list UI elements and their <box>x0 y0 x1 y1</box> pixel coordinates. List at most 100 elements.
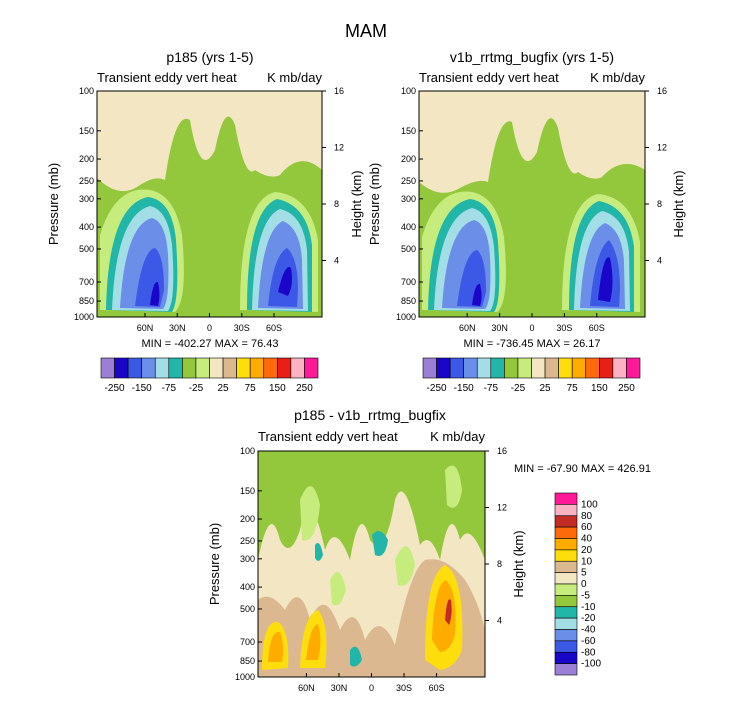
colorbar-label: -20 <box>581 613 596 624</box>
x-tick-label: 60S <box>266 323 282 333</box>
y2-ticks: 16 12 8 4 <box>645 86 667 266</box>
stats-text: MIN = -736.45 MAX = 26.17 <box>464 338 601 350</box>
colorbar-box <box>554 617 578 630</box>
colorbar-box <box>554 651 578 664</box>
colorbar-label: 0 <box>581 579 587 590</box>
colorbar-box <box>209 357 224 379</box>
stats-text: MIN = -402.27 MAX = 76.43 <box>142 338 279 350</box>
panel-right: v1b_rrtmg_bugfix (yrs 1-5) Transient edd… <box>367 49 686 394</box>
y2-tick-label: 8 <box>657 199 662 209</box>
colorbar-label: 10 <box>581 556 593 567</box>
panel-subtitle-right: K mb/day <box>430 429 485 444</box>
y-tick-label: 100 <box>240 446 255 456</box>
colorbar-label: 25 <box>540 383 552 394</box>
x-ticks: 60N 30N 0 30S 60S <box>137 313 282 333</box>
colorbar-box <box>626 357 641 379</box>
y-tick-label: 850 <box>240 656 255 666</box>
panel-subtitle-left: Transient eddy vert heat <box>419 70 559 85</box>
colorbar-label: 250 <box>618 383 635 394</box>
colorbar-label: 25 <box>218 383 230 394</box>
panel-title: v1b_rrtmg_bugfix (yrs 1-5) <box>450 49 614 65</box>
colorbar-label: -250 <box>427 383 447 394</box>
y-tick-label: 300 <box>79 194 94 204</box>
plot-field <box>96 90 323 318</box>
y2-ticks: 16 12 8 4 <box>485 446 507 626</box>
y-tick-label: 1000 <box>396 312 416 322</box>
colorbar-box <box>236 357 251 379</box>
colorbar-box <box>290 357 305 379</box>
y-tick-label: 100 <box>79 86 94 96</box>
x-tick-label: 60N <box>298 683 315 693</box>
colorbar-label: -250 <box>105 383 125 394</box>
y2-tick-label: 16 <box>657 86 667 96</box>
colorbar-box <box>490 357 505 379</box>
colorbar-label: -10 <box>581 602 596 613</box>
colorbar-box <box>182 357 197 379</box>
y-tick-label: 850 <box>401 296 416 306</box>
y-ticks: 100 150 200 250 300 400 500 700 850 1000 <box>396 86 423 322</box>
y-tick-label: 400 <box>79 222 94 232</box>
colorbar-label: 5 <box>581 568 587 579</box>
x-tick-label: 0 <box>529 323 534 333</box>
colorbar-box <box>554 549 578 562</box>
y2-tick-label: 12 <box>334 143 344 153</box>
colorbar-box <box>263 357 278 379</box>
y-ticks: 100 150 200 250 300 400 500 700 850 1000 <box>235 446 262 682</box>
y-tick-label: 500 <box>79 244 94 254</box>
panel-title: p185 (yrs 1-5) <box>166 49 253 65</box>
colorbar-label: 100 <box>581 499 598 510</box>
panel-difference: p185 - v1b_rrtmg_bugfix Transient eddy v… <box>207 407 651 693</box>
colorbar: -250 -150 -75 -25 25 75 150 250 <box>422 357 641 394</box>
x-tick-label: 60S <box>429 683 445 693</box>
colorbar-box <box>168 357 183 379</box>
y-tick-label: 400 <box>401 222 416 232</box>
colorbar-box <box>249 357 265 379</box>
colorbar-box <box>449 357 464 379</box>
colorbar-label: -5 <box>581 590 590 601</box>
y-tick-label: 1000 <box>235 672 255 682</box>
y-ticks: 100 150 200 250 300 400 500 700 850 1000 <box>74 86 101 322</box>
colorbar-box <box>585 357 600 379</box>
colorbar-box <box>476 357 492 379</box>
colorbar-box <box>463 357 478 379</box>
y-tick-label: 700 <box>240 637 255 647</box>
colorbar-label: 20 <box>581 545 593 556</box>
stats-text: MIN = -67.90 MAX = 426.91 <box>514 463 651 475</box>
x-tick-label: 60S <box>589 323 605 333</box>
panel-subtitle-right: K mb/day <box>267 70 322 85</box>
colorbar: -250 -150 -75 -25 25 75 150 250 <box>100 357 319 394</box>
x-tick-label: 0 <box>207 323 212 333</box>
y-tick-label: 850 <box>79 296 94 306</box>
y-tick-label: 250 <box>79 176 94 186</box>
y-tick-label: 500 <box>401 244 416 254</box>
y2-tick-label: 16 <box>334 86 344 96</box>
x-tick-label: 60N <box>459 323 476 333</box>
x-tick-label: 30S <box>234 323 250 333</box>
colorbar-box <box>422 357 437 379</box>
colorbar-label: 80 <box>581 511 593 522</box>
colorbar-box <box>599 357 614 379</box>
panel-subtitle-right: K mb/day <box>590 70 645 85</box>
colorbar-label: -40 <box>581 625 596 636</box>
contour-orange <box>268 580 456 662</box>
y2-axis-label: Height (km) <box>511 530 526 597</box>
y-tick-label: 700 <box>401 277 416 287</box>
plot-field <box>257 450 486 678</box>
y2-tick-label: 12 <box>497 503 507 513</box>
colorbar-box <box>554 504 578 517</box>
y2-tick-label: 12 <box>657 143 667 153</box>
y2-tick-label: 8 <box>497 559 502 569</box>
y2-axis-label: Height (km) <box>349 170 364 237</box>
colorbar-box <box>100 357 115 379</box>
panel-left: p185 (yrs 1-5) Transient eddy vert heat … <box>46 49 364 394</box>
colorbar-box <box>531 357 546 379</box>
colorbar-box <box>571 357 587 379</box>
y-tick-label: 200 <box>401 154 416 164</box>
x-tick-label: 60N <box>137 323 154 333</box>
colorbar-box <box>141 357 156 379</box>
colorbar-box <box>114 357 129 379</box>
contour-red <box>445 599 452 625</box>
colorbar-label: -80 <box>581 647 596 658</box>
y-tick-label: 150 <box>240 486 255 496</box>
